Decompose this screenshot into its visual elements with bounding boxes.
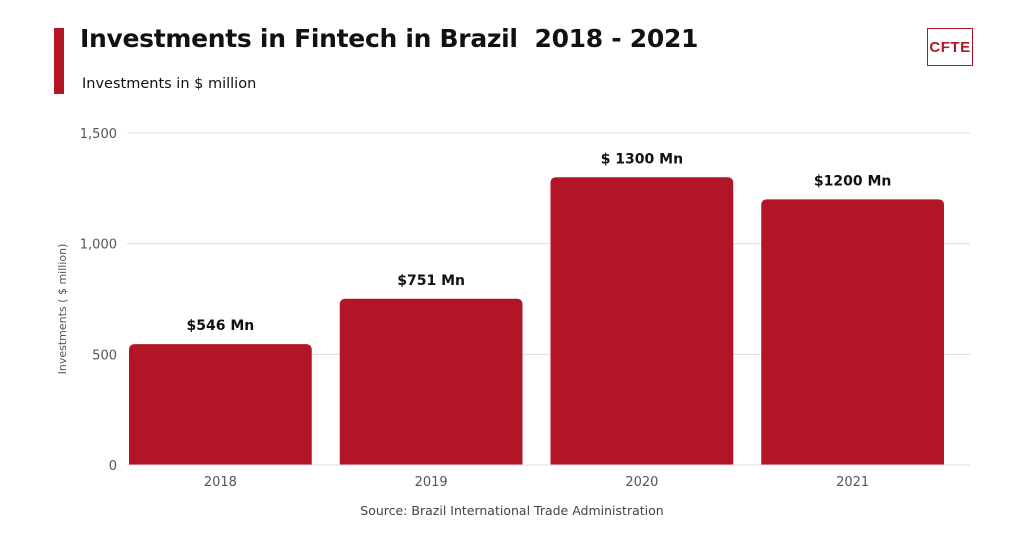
y-tick-label: 1,000 [80, 238, 117, 253]
chart-title: Investments in Fintech in Brazil 2018 - … [80, 24, 699, 53]
source-note: Source: Brazil International Trade Admin… [360, 503, 664, 518]
data-label: $751 Mn [397, 273, 465, 289]
bar [339, 298, 523, 465]
data-label: $546 Mn [187, 318, 255, 334]
bar-chart: 0 500 1,000 1,500 Investments ( $ million) $5… [56, 127, 970, 490]
cfte-logo: CFTE [927, 28, 973, 66]
x-tick-label: 2020 [625, 475, 658, 490]
y-tick-label: 500 [92, 348, 117, 363]
bar [129, 344, 312, 465]
y-tick-label: 0 [109, 459, 117, 474]
x-tick-label: 2019 [415, 475, 448, 490]
y-tick-label: 1,500 [80, 127, 117, 142]
data-label: $1200 Mn [814, 173, 891, 189]
data-label: $ 1300 Mn [601, 151, 683, 167]
title-accent-bar [54, 28, 64, 94]
bar [550, 177, 734, 465]
x-tick-label: 2018 [204, 475, 237, 490]
y-axis-title: Investments ( $ million) [56, 244, 69, 375]
x-tick-label: 2021 [836, 475, 869, 490]
bar [761, 199, 944, 465]
chart-subtitle: Investments in $ million [82, 76, 257, 92]
